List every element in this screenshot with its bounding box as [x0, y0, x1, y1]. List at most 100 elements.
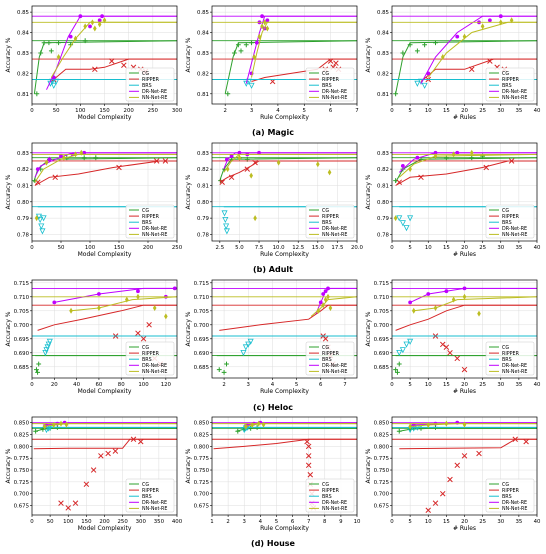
x-tick-label: 4 — [276, 108, 280, 114]
y-tick-label: 0.775 — [194, 456, 209, 462]
y-tick-label: 0.710 — [194, 295, 210, 301]
data-point-cg — [238, 48, 244, 54]
legend-label-nn-net-re: NN-Net-RE — [142, 232, 167, 238]
data-point-brs — [242, 344, 249, 351]
data-point-cg — [46, 40, 52, 46]
data-point-cg — [221, 370, 227, 375]
y-tick-label: 0.675 — [374, 504, 389, 510]
data-point-dr-net-re — [59, 154, 63, 158]
chart-house-1: 0.675 0.700 0.725 0.750 0.775 0.800 0.825 0.850… — [5, 416, 183, 532]
y-tick-label: 0.84 — [197, 31, 210, 37]
legend-label-dr-net-re: DR-Net-RE — [502, 226, 527, 232]
data-point-ripper — [146, 322, 152, 328]
data-point-ripper — [476, 450, 482, 457]
x-tick-label: 25 — [479, 519, 486, 525]
data-point-nn-net-re — [93, 25, 97, 32]
x-tick-label: 8 — [323, 519, 327, 525]
x-tick-label: 10 — [425, 519, 432, 525]
x-axis-label: Model Complexity — [78, 251, 132, 258]
data-point-nn-net-re — [249, 172, 253, 179]
data-point-nn-net-re — [265, 25, 270, 32]
data-point-nn-net-re — [102, 17, 107, 24]
data-point-dr-net-re — [408, 300, 413, 305]
x-tick-label: 200 — [143, 245, 154, 251]
y-tick-label: 0.800 — [14, 444, 30, 450]
data-point-cg — [38, 50, 44, 56]
data-point-nn-net-re — [34, 215, 39, 222]
y-tick-label: 0.775 — [14, 456, 29, 462]
legend-label-cg: CG — [502, 208, 509, 214]
y-tick-label: 0.675 — [14, 504, 29, 510]
data-point-brs — [247, 338, 254, 345]
plot-area — [392, 420, 537, 514]
data-point-ripper — [116, 164, 122, 171]
legend-label-cg: CG — [322, 345, 329, 351]
data-point-brs — [396, 350, 403, 357]
data-point-nn-net-re — [252, 54, 256, 61]
data-point-ripper — [98, 453, 104, 459]
legend-label-ripper: RIPPER — [322, 77, 340, 83]
series-line-ripper — [50, 58, 177, 82]
data-point-ripper — [439, 341, 446, 348]
data-point-ripper — [454, 462, 461, 469]
y-tick-label: 0.83 — [197, 151, 209, 157]
x-tick-label: 100 — [85, 245, 96, 251]
data-point-dr-net-re — [326, 286, 330, 291]
data-point-nn-net-re — [136, 293, 140, 300]
data-point-cg — [81, 155, 87, 161]
data-point-cg — [216, 367, 222, 372]
x-tick-label: 400 — [172, 519, 183, 525]
data-point-dr-net-re — [318, 300, 323, 305]
legend-label-cg: CG — [322, 71, 329, 77]
axes-frame — [211, 142, 358, 242]
y-tick-label: 0.82 — [377, 167, 389, 173]
y-tick-label: 0.85 — [377, 10, 389, 16]
data-point-brs — [248, 82, 255, 89]
y-tick-label: 0.83 — [17, 51, 29, 57]
legend-label-nn-net-re: NN-Net-RE — [502, 506, 527, 512]
legend-label-ripper: RIPPER — [502, 214, 520, 220]
legend-label-cg: CG — [502, 482, 509, 488]
data-point-nn-net-re — [97, 21, 102, 28]
x-tick-label: 30 — [497, 382, 504, 388]
data-point-ripper — [461, 453, 468, 459]
legend-label-nn-net-re: NN-Net-RE — [142, 369, 167, 375]
caption-magic: (a) Magic — [252, 128, 294, 137]
legend-box — [485, 204, 535, 239]
x-tick-label: 50 — [53, 108, 60, 114]
series-line-ripper — [395, 304, 537, 331]
data-point-ripper — [508, 158, 515, 164]
legend-label-ripper: RIPPER — [502, 351, 520, 357]
data-point-ripper — [153, 158, 160, 164]
y-tick-label: 0.82 — [197, 71, 209, 77]
data-point-dr-net-re — [321, 292, 326, 296]
legend-label-dr-net-re: DR-Net-RE — [142, 363, 167, 369]
y-axis-label: Accuracy % — [185, 174, 192, 209]
data-point-nn-net-re — [261, 421, 266, 428]
data-point-ripper — [162, 158, 169, 164]
data-point-dr-net-re — [254, 40, 259, 45]
data-point-nn-net-re — [440, 54, 445, 61]
x-tick-label: 20.0 — [351, 245, 364, 251]
series-line-cg — [224, 40, 357, 94]
x-tick-label: 12.5 — [292, 245, 304, 251]
data-point-nn-net-re — [152, 305, 157, 311]
y-tick-label: 0.695 — [194, 337, 209, 343]
y-tick-label: 0.82 — [17, 71, 29, 77]
x-tick-label: 20 — [461, 245, 468, 251]
data-point-dr-net-re — [426, 71, 431, 76]
data-point-nn-net-re — [244, 423, 248, 430]
series-line-cg — [395, 157, 537, 183]
x-tick-label: 2 — [223, 108, 226, 114]
series-line-cg — [236, 427, 357, 432]
series-line-ripper — [34, 160, 177, 186]
data-point-ripper — [72, 500, 79, 506]
series-line-ripper — [420, 58, 537, 82]
series-line-ripper — [399, 438, 537, 450]
data-point-dr-net-re — [51, 75, 56, 80]
y-axis-label: Accuracy % — [365, 311, 372, 346]
x-tick-label: 50 — [58, 245, 65, 251]
data-point-nn-net-re — [408, 166, 412, 173]
